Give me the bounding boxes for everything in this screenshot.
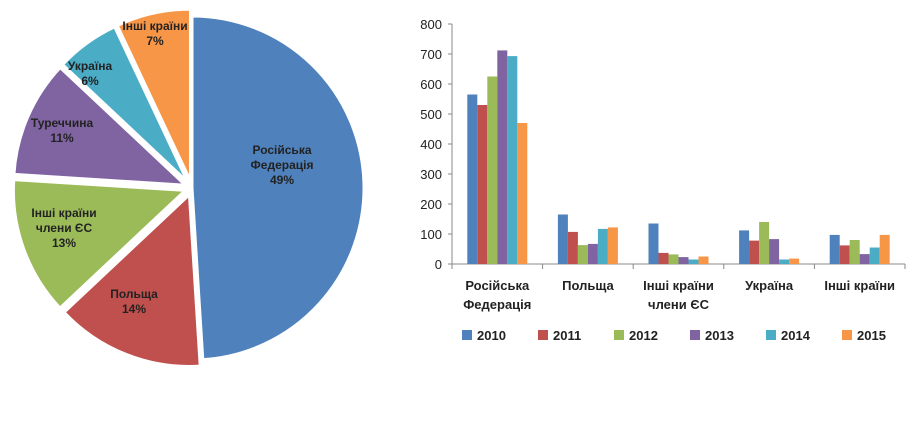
pie-slice-label: Україна <box>68 59 113 73</box>
bar <box>497 50 508 265</box>
bar <box>759 222 770 264</box>
pie-slice <box>115 7 192 182</box>
bar <box>607 227 618 264</box>
y-tick-label: 0 <box>435 257 442 272</box>
x-category-label: Інші країни <box>643 278 714 293</box>
x-category-label: Російська <box>465 278 530 293</box>
x-category-label: Інші країни <box>824 278 895 293</box>
bar <box>749 240 760 264</box>
bar <box>517 123 528 264</box>
bar <box>577 245 588 264</box>
pie-slice-percent: 14% <box>122 302 146 316</box>
bar <box>668 254 679 264</box>
bar <box>779 259 790 264</box>
y-tick-label: 500 <box>420 107 442 122</box>
pie-slice-label: Російська <box>253 143 312 157</box>
pie-slice-percent: 49% <box>270 173 294 187</box>
legend-label: 2012 <box>629 328 658 343</box>
pie-slice-label: Інші країни <box>31 206 96 220</box>
y-tick-label: 300 <box>420 167 442 182</box>
y-tick-label: 600 <box>420 77 442 92</box>
x-category-label: Україна <box>745 278 794 293</box>
pie-slice <box>190 14 366 362</box>
bar <box>648 223 659 264</box>
pie-slice-label: члени ЄС <box>36 221 93 235</box>
bar <box>477 105 488 264</box>
bar <box>487 76 498 264</box>
bar <box>557 214 568 264</box>
y-tick-label: 700 <box>420 47 442 62</box>
pie-slice-percent: 13% <box>52 236 76 250</box>
legend-label: 2010 <box>477 328 506 343</box>
x-category-label: Федерація <box>463 297 531 312</box>
bar <box>688 259 699 264</box>
legend-label: 2013 <box>705 328 734 343</box>
bar <box>597 228 608 264</box>
y-tick-label: 800 <box>420 17 442 32</box>
pie-slice-label: Федерація <box>251 158 314 172</box>
legend-label: 2015 <box>857 328 886 343</box>
bar <box>698 256 709 264</box>
bar <box>869 247 880 264</box>
legend-swatch <box>614 330 624 340</box>
y-tick-label: 200 <box>420 197 442 212</box>
bar <box>467 94 478 264</box>
bar <box>587 243 598 264</box>
bar <box>678 257 689 264</box>
pie-slice <box>61 191 202 369</box>
pie-slice-label: Туреччина <box>31 116 94 130</box>
pie-slice-percent: 7% <box>146 34 164 48</box>
bar <box>879 234 890 264</box>
legend-swatch <box>538 330 548 340</box>
pie-slice-label: Польща <box>110 287 158 301</box>
x-category-label: Польща <box>562 278 614 293</box>
bar <box>829 234 840 264</box>
legend-swatch <box>462 330 472 340</box>
bar <box>859 254 870 264</box>
bar <box>839 245 850 264</box>
legend-swatch <box>690 330 700 340</box>
bar <box>658 252 669 264</box>
bar-chart: 0 100 200 300 400 500 600 700 800 Російська Федера… <box>420 17 906 343</box>
y-tick-label: 100 <box>420 227 442 242</box>
pie-slice-percent: 6% <box>81 74 99 88</box>
x-category-label: члени ЄС <box>648 297 710 312</box>
pie-slice <box>60 24 190 184</box>
legend-swatch <box>766 330 776 340</box>
pie-slice <box>11 177 189 311</box>
pie-slice-percent: 11% <box>50 131 74 145</box>
legend-label: 2014 <box>781 328 811 343</box>
pie-slice-label: Інші країни <box>122 19 187 33</box>
bar <box>507 56 518 264</box>
bar <box>739 230 750 264</box>
y-tick-label: 400 <box>420 137 442 152</box>
legend-label: 2011 <box>553 328 581 343</box>
pie-slice <box>12 65 190 187</box>
bar <box>769 239 780 264</box>
legend-swatch <box>842 330 852 340</box>
bar <box>789 258 800 264</box>
bar <box>849 240 860 264</box>
bar <box>567 231 578 264</box>
